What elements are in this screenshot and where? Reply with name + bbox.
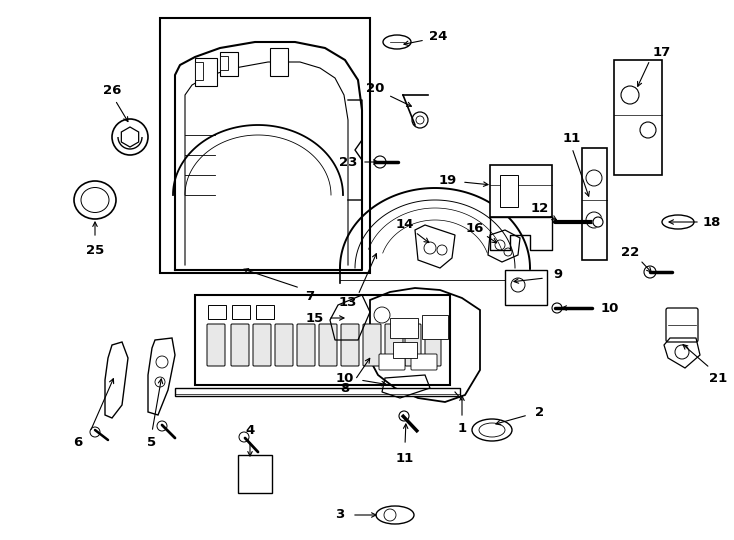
- FancyBboxPatch shape: [582, 148, 607, 260]
- Text: 2: 2: [535, 406, 545, 419]
- Circle shape: [593, 217, 603, 227]
- Text: 10: 10: [336, 372, 355, 384]
- Text: 15: 15: [306, 312, 324, 325]
- FancyBboxPatch shape: [220, 52, 238, 76]
- Text: 7: 7: [305, 289, 315, 302]
- FancyBboxPatch shape: [232, 305, 250, 319]
- Text: 14: 14: [396, 219, 414, 232]
- Text: 8: 8: [341, 381, 349, 395]
- Text: 1: 1: [457, 422, 467, 435]
- FancyBboxPatch shape: [253, 324, 271, 366]
- FancyBboxPatch shape: [175, 388, 460, 396]
- Text: 11: 11: [396, 451, 414, 464]
- FancyBboxPatch shape: [195, 62, 203, 80]
- FancyBboxPatch shape: [505, 270, 547, 305]
- Text: 6: 6: [73, 435, 83, 449]
- Text: 19: 19: [439, 173, 457, 186]
- FancyBboxPatch shape: [238, 455, 272, 493]
- Text: 10: 10: [601, 301, 619, 314]
- FancyBboxPatch shape: [363, 324, 381, 366]
- Text: 11: 11: [563, 132, 581, 145]
- FancyBboxPatch shape: [425, 324, 441, 366]
- FancyBboxPatch shape: [220, 56, 228, 70]
- Text: 16: 16: [466, 221, 484, 234]
- Text: 21: 21: [709, 372, 727, 384]
- FancyBboxPatch shape: [422, 315, 448, 339]
- FancyBboxPatch shape: [297, 324, 315, 366]
- FancyBboxPatch shape: [393, 342, 417, 358]
- Text: 13: 13: [339, 295, 357, 308]
- FancyBboxPatch shape: [270, 48, 288, 76]
- Text: 24: 24: [429, 30, 447, 44]
- Text: 3: 3: [335, 509, 345, 522]
- FancyBboxPatch shape: [208, 305, 226, 319]
- Text: 25: 25: [86, 244, 104, 256]
- Text: 18: 18: [703, 215, 722, 228]
- Text: 4: 4: [245, 423, 255, 436]
- FancyBboxPatch shape: [379, 354, 405, 370]
- FancyBboxPatch shape: [341, 324, 359, 366]
- Text: 23: 23: [339, 156, 357, 168]
- FancyBboxPatch shape: [385, 324, 403, 366]
- Text: 9: 9: [553, 268, 562, 281]
- Text: 22: 22: [621, 246, 639, 259]
- FancyBboxPatch shape: [207, 324, 225, 366]
- FancyBboxPatch shape: [195, 295, 450, 385]
- Text: 12: 12: [531, 201, 549, 214]
- FancyBboxPatch shape: [405, 324, 421, 366]
- FancyBboxPatch shape: [231, 324, 249, 366]
- FancyBboxPatch shape: [390, 318, 418, 338]
- FancyBboxPatch shape: [195, 58, 217, 86]
- FancyBboxPatch shape: [411, 354, 437, 370]
- FancyBboxPatch shape: [666, 308, 698, 342]
- FancyBboxPatch shape: [500, 175, 518, 207]
- FancyBboxPatch shape: [490, 165, 552, 217]
- Text: 26: 26: [103, 84, 121, 97]
- Text: 17: 17: [653, 45, 671, 58]
- FancyBboxPatch shape: [160, 18, 370, 273]
- FancyBboxPatch shape: [275, 324, 293, 366]
- FancyBboxPatch shape: [614, 60, 662, 175]
- Text: 5: 5: [148, 435, 156, 449]
- FancyBboxPatch shape: [256, 305, 274, 319]
- Text: 20: 20: [366, 82, 384, 94]
- FancyBboxPatch shape: [319, 324, 337, 366]
